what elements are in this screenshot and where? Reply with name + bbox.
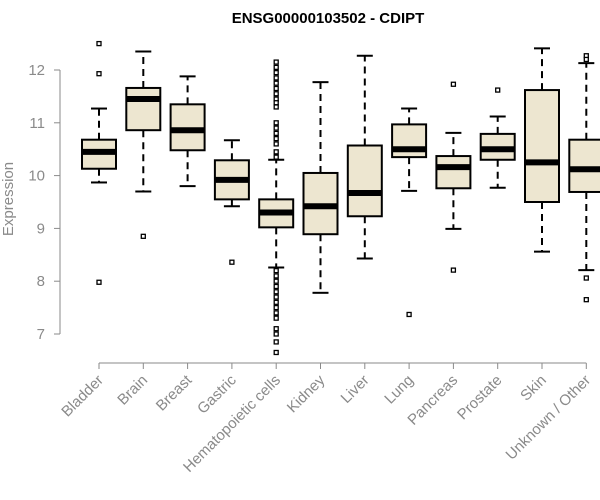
outlier-point — [273, 283, 279, 290]
outlier-point — [583, 56, 589, 63]
box-skin — [524, 47, 560, 253]
chart-title: ENSG00000103502 - CDIPT — [232, 10, 425, 27]
outlier-point — [450, 267, 457, 273]
outlier-point — [273, 75, 279, 81]
outlier-point — [273, 331, 279, 337]
outlier-point — [273, 120, 279, 126]
outlier-point — [273, 100, 279, 106]
outlier-point — [273, 304, 279, 311]
x-tick-label: Unknown / Other — [503, 372, 595, 464]
box-unknown-other — [568, 53, 600, 303]
outlier-point — [273, 315, 279, 321]
outlier-point — [273, 273, 279, 279]
outlier-point — [273, 349, 279, 356]
outlier-point — [273, 80, 279, 86]
outlier-point — [273, 267, 279, 274]
outlier-point — [273, 299, 279, 305]
x-tick-label: Skin — [517, 372, 550, 405]
outlier-point — [583, 297, 589, 303]
box-prostate — [479, 87, 516, 189]
box-lung — [391, 107, 428, 318]
y-tick-label: 7 — [37, 326, 45, 343]
outlier-point — [140, 233, 146, 239]
box-breast — [169, 75, 206, 188]
box-liver — [346, 54, 383, 260]
box-hematopoietic-cells — [258, 59, 295, 356]
outlier-point — [273, 149, 279, 155]
outlier-point — [273, 326, 279, 332]
outlier-point — [273, 125, 279, 131]
outlier-point — [96, 40, 102, 47]
outlier-point — [583, 275, 589, 281]
box-bladder — [81, 40, 117, 285]
outlier-point — [273, 104, 279, 110]
outlier-point — [450, 81, 457, 87]
iqr-box — [568, 138, 600, 193]
outlier-point — [273, 69, 279, 76]
iqr-box — [524, 89, 560, 203]
outlier-point — [273, 154, 279, 160]
outlier-point — [229, 259, 235, 265]
y-tick-label: 10 — [28, 168, 45, 185]
outlier-point — [273, 130, 279, 137]
outlier-point — [273, 64, 279, 71]
outlier-point — [273, 135, 279, 142]
outlier-point — [96, 71, 102, 77]
y-tick-label: 8 — [37, 273, 45, 290]
y-tick-label: 9 — [37, 220, 45, 237]
outlier-point — [273, 339, 279, 345]
y-axis: 7 8 9 10 11 12 — [28, 62, 61, 343]
outlier-point — [273, 91, 279, 97]
box-group — [81, 40, 600, 356]
x-tick-label: Brain — [114, 372, 151, 409]
iqr-box — [346, 144, 383, 218]
outlier-point — [273, 85, 279, 92]
iqr-box — [391, 123, 428, 159]
y-axis-label: Expression — [0, 162, 17, 236]
outlier-point — [96, 279, 102, 285]
box-pancreas — [435, 81, 472, 273]
box-brain — [125, 50, 162, 239]
x-tick-label: Bladder — [58, 372, 107, 421]
x-tick-label: Breast — [153, 371, 196, 414]
outlier-point — [406, 311, 412, 318]
box-gastric — [213, 139, 250, 265]
x-tick-label: Prostate — [454, 372, 506, 424]
outlier-point — [273, 59, 279, 65]
x-tick-label: Lung — [381, 372, 417, 408]
x-tick-label: Liver — [338, 372, 373, 407]
outlier-point — [273, 141, 279, 147]
iqr-box — [125, 86, 162, 132]
outlier-point — [273, 289, 279, 295]
y-tick-label: 12 — [28, 62, 45, 79]
x-tick-label: Kidney — [284, 371, 329, 416]
outlier-point — [273, 310, 279, 316]
outlier-point — [495, 87, 501, 93]
outlier-point — [273, 294, 279, 300]
outlier-point — [273, 278, 279, 284]
y-tick-label: 11 — [29, 115, 45, 132]
iqr-box — [435, 155, 472, 190]
box-kidney — [302, 81, 339, 294]
